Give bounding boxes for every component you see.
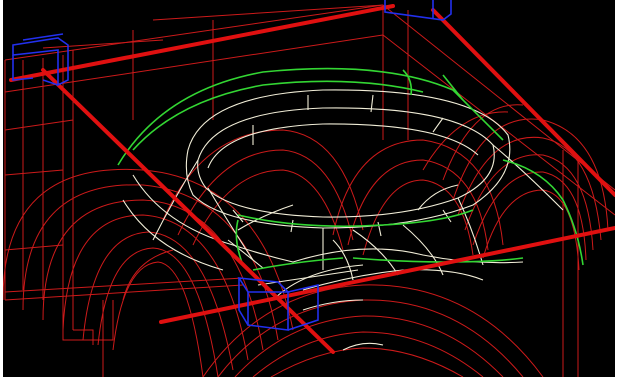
axis-lines <box>9 4 615 354</box>
wireframe-drawing[interactable] <box>3 0 615 377</box>
pendentive-ribs <box>117 67 584 271</box>
dome-wireframe <box>122 89 564 351</box>
cad-viewport[interactable] <box>3 0 615 377</box>
construction-lines <box>3 4 615 377</box>
support-blocks <box>12 0 452 331</box>
